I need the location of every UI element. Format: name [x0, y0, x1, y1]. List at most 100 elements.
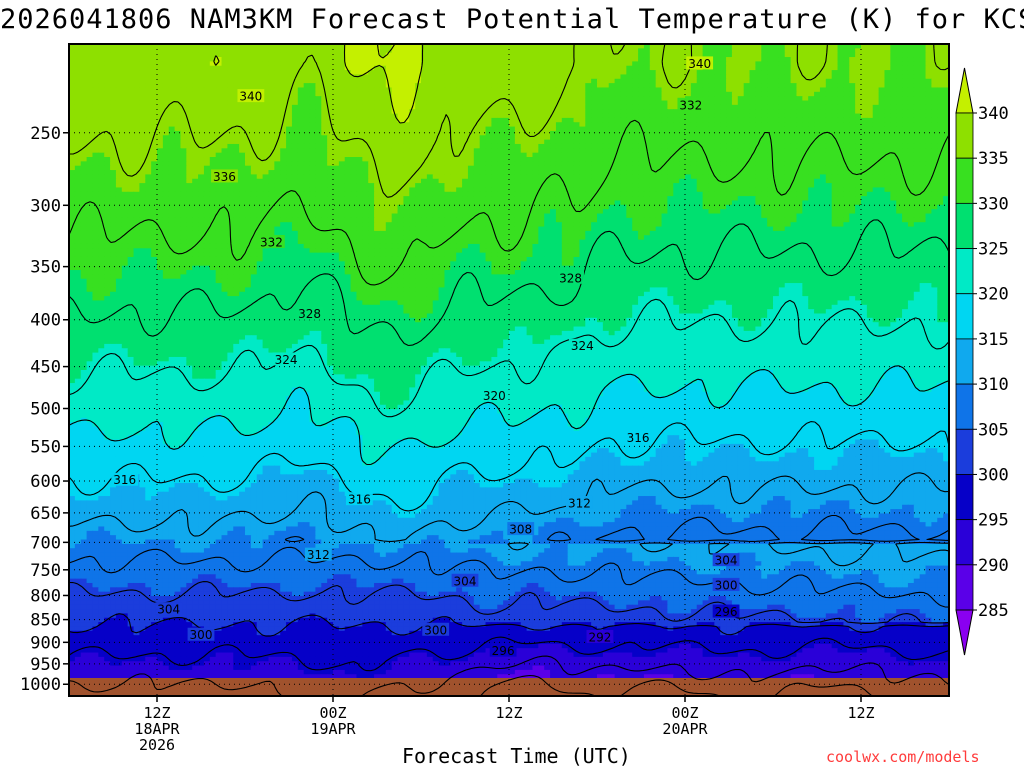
theta-cell: [309, 100, 316, 106]
theta-cell: [497, 143, 504, 149]
theta-cell: [239, 148, 246, 154]
theta-cell: [896, 87, 903, 93]
theta-cell: [878, 44, 886, 49]
theta-cell: [227, 104, 234, 110]
theta-cell: [825, 170, 833, 175]
theta-cell: [638, 87, 645, 93]
theta-cell: [350, 70, 358, 76]
theta-cell: [297, 70, 305, 76]
theta-cell: [180, 109, 187, 115]
theta-cell: [626, 70, 633, 76]
theta-cell: [749, 152, 756, 158]
theta-cell: [544, 174, 551, 180]
theta-cell: [509, 70, 516, 76]
theta-cell: [749, 122, 756, 128]
theta-cell: [462, 139, 469, 145]
theta-cell: [708, 157, 715, 162]
theta-cell: [221, 122, 228, 128]
theta-cell: [415, 143, 422, 149]
theta-cell: [708, 104, 715, 110]
theta-cell: [497, 170, 504, 175]
theta-cell: [743, 130, 751, 136]
theta-cell: [544, 148, 551, 154]
theta-cell: [315, 165, 322, 171]
theta-cell: [274, 83, 281, 89]
theta-cell: [239, 178, 246, 184]
theta-cell: [509, 78, 516, 84]
theta-cell: [133, 87, 140, 93]
theta-cell: [573, 126, 580, 132]
theta-cell: [714, 52, 721, 58]
theta-cell: [274, 170, 281, 175]
theta-cell: [456, 87, 463, 93]
theta-cell: [479, 109, 487, 115]
theta-cell: [896, 148, 903, 154]
theta-cell: [532, 122, 539, 128]
theta-cell: [438, 117, 446, 123]
theta-cell: [297, 100, 305, 106]
theta-cell: [544, 157, 551, 162]
theta-cell: [98, 57, 105, 62]
theta-cell: [773, 100, 780, 106]
theta-cell: [379, 152, 387, 158]
theta-cell: [655, 148, 663, 154]
theta-cell: [632, 165, 639, 171]
theta-cell: [421, 174, 428, 180]
theta-cell: [784, 96, 792, 102]
theta-cell: [696, 48, 704, 54]
theta-cell: [913, 96, 921, 102]
theta-cell: [151, 100, 158, 106]
theta-cell: [356, 178, 363, 184]
theta-cell: [872, 165, 880, 171]
theta-cell: [286, 170, 293, 175]
theta-cell: [591, 157, 598, 162]
theta-cell: [526, 57, 534, 62]
theta-cell: [673, 135, 680, 141]
theta-cell: [467, 148, 475, 154]
theta-cell: [168, 178, 176, 184]
theta-cell: [403, 74, 410, 80]
theta-cell: [731, 122, 739, 128]
theta-cell: [503, 143, 510, 149]
theta-cell: [403, 87, 410, 93]
theta-cell: [327, 61, 334, 67]
theta-cell: [291, 152, 299, 158]
theta-cell: [814, 122, 821, 128]
theta-cell: [503, 70, 510, 76]
theta-cell: [432, 170, 440, 175]
theta-cell: [573, 122, 580, 128]
theta-cell: [849, 91, 856, 97]
theta-cell: [274, 96, 281, 102]
theta-cell: [825, 161, 833, 167]
theta-cell: [444, 104, 451, 110]
theta-cell: [720, 178, 727, 184]
theta-cell: [708, 113, 715, 119]
theta-cell: [338, 100, 346, 106]
theta-cell: [467, 61, 475, 67]
theta-cell: [245, 109, 252, 115]
theta-cell: [456, 117, 463, 123]
theta-cell: [221, 148, 228, 154]
theta-cell: [421, 113, 428, 119]
theta-cell: [121, 52, 129, 58]
theta-cell: [69, 91, 76, 97]
theta-cell: [180, 135, 187, 141]
theta-cell: [661, 48, 668, 54]
theta-cell: [268, 70, 275, 76]
theta-cell: [714, 91, 721, 97]
theta-cell: [937, 174, 944, 180]
theta-cell: [421, 178, 428, 184]
theta-cell: [591, 100, 598, 106]
theta-cell: [286, 126, 293, 132]
theta-cell: [245, 152, 252, 158]
theta-cell: [139, 87, 146, 93]
theta-cell: [274, 148, 281, 154]
theta-cell: [643, 78, 651, 84]
theta-cell: [808, 78, 815, 84]
theta-cell: [115, 117, 123, 123]
theta-cell: [509, 148, 516, 154]
theta-cell: [579, 70, 586, 76]
theta-cell: [479, 126, 487, 132]
theta-cell: [274, 130, 281, 136]
theta-cell: [866, 113, 874, 119]
